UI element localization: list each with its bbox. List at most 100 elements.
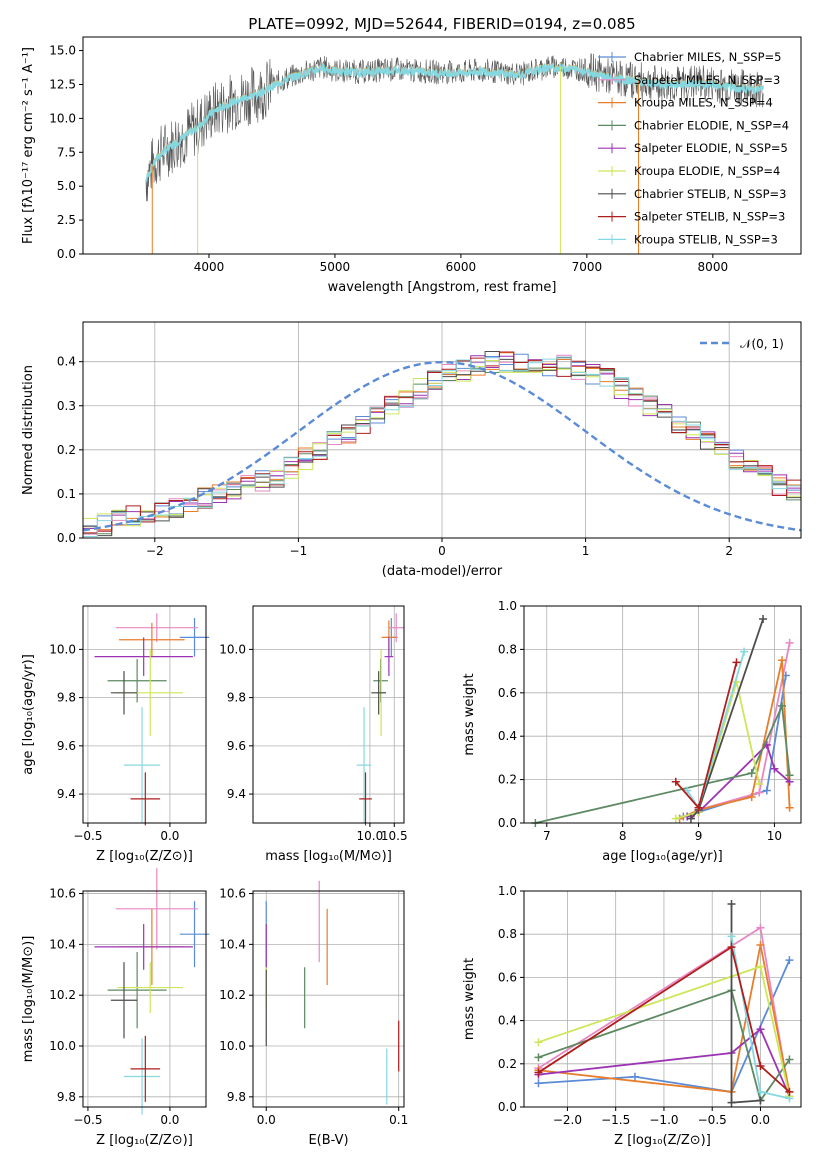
data-point-marker (686, 814, 695, 823)
x-axis-label: wavelength [Angstrom, rest frame] (328, 280, 557, 295)
legend-label: Kroupa STELIB, N_SSP=3 (634, 232, 778, 246)
x-tick-label: 6000 (446, 260, 477, 274)
legend-label: 𝒩(0, 1) (740, 337, 784, 351)
x-tick-label: −0.5 (73, 1113, 102, 1127)
y-tick-label: 9.8 (57, 1090, 76, 1104)
data-point-marker (727, 899, 736, 908)
y-tick-label: 9.6 (57, 739, 76, 753)
mass-weight-series (675, 681, 761, 820)
data-point-marker (534, 1068, 543, 1077)
y-tick-label: 10.4 (49, 937, 76, 951)
x-tick-label: 1 (582, 544, 590, 558)
plot-frame (252, 605, 405, 824)
mass-weight-series (537, 945, 791, 1093)
histogram-series (83, 350, 801, 537)
x-axis-label: Z [log₁₀(Z/Z⊙)] (96, 1133, 193, 1148)
data-point-marker (747, 792, 756, 801)
x-tick-label: −2 (146, 544, 164, 558)
y-tick-label: 10.6 (219, 887, 246, 901)
y-tick-label: 0.2 (57, 443, 76, 457)
data-point-marker (770, 764, 779, 773)
x-tick-label: −1.5 (601, 1113, 630, 1127)
data-point-marker (694, 803, 703, 812)
normal-curve (83, 360, 801, 532)
x-tick-label: 7000 (572, 260, 603, 274)
x-axis-label: (data-model)/error (382, 564, 503, 579)
y-tick-label: 1.0 (498, 884, 517, 898)
data-point-marker (727, 943, 736, 952)
x-axis-label: Z [log₁₀(Z/Z⊙)] (614, 1133, 711, 1148)
y-tick-label: 10.2 (49, 988, 76, 1002)
y-axis-label: Normed distribution (21, 365, 36, 495)
spectrum-group (145, 53, 764, 254)
y-tick-label: 10.0 (49, 642, 76, 656)
legend-label: Chabrier ELODIE, N_SSP=4 (634, 118, 789, 132)
data-point-marker (778, 656, 787, 665)
histogram-series (83, 356, 801, 537)
x-tick-label: 0 (438, 544, 446, 558)
data-point-marker (747, 769, 756, 778)
x-tick-label: 0.0 (257, 1113, 276, 1127)
y-tick-label: 10.0 (219, 642, 246, 656)
y-tick-label: 9.4 (57, 787, 76, 801)
y-tick-label: 9.8 (227, 1090, 246, 1104)
x-tick-label: −0.5 (698, 1113, 727, 1127)
y-axis-label: mass [log₁₀(M/M⊙)] (21, 936, 36, 1063)
y-tick-label: 0.1 (57, 487, 76, 501)
plot-frame (82, 321, 802, 539)
mass-weight-series (690, 618, 764, 820)
y-tick-label: 10.2 (219, 988, 246, 1002)
legend-label: Salpeter ELODIE, N_SSP=5 (634, 141, 788, 155)
data-point-marker (785, 771, 794, 780)
data-point-marker (630, 1072, 639, 1081)
y-tick-label: 0.4 (498, 729, 517, 743)
data-point-marker (759, 615, 768, 624)
y-tick-label: 0.0 (498, 816, 517, 830)
plot-frame (252, 890, 405, 1108)
x-tick-label: 7 (543, 829, 551, 843)
y-tick-label: 15.0 (49, 44, 76, 58)
y-axis-label: Flux [fλ10⁻¹⁷ erg cm⁻² s⁻¹ A⁻¹] (21, 47, 36, 244)
y-tick-label: 0.3 (57, 399, 76, 413)
histogram-series (83, 354, 801, 535)
y-axis-label: mass weight (462, 673, 477, 755)
histogram-series (83, 359, 801, 535)
y-tick-label: 0.8 (498, 642, 517, 656)
chart-title: PLATE=0992, MJD=52644, FIBERID=0194, z=0… (248, 15, 635, 33)
legend-label: Kroupa MILES, N_SSP=4 (634, 96, 773, 110)
y-tick-label: 9.8 (227, 691, 246, 705)
data-point-marker (785, 1055, 794, 1064)
x-axis-label: E(B-V) (308, 1133, 348, 1148)
data-point-marker (534, 1079, 543, 1088)
y-tick-label: 0.4 (57, 355, 76, 369)
histogram-group (83, 350, 801, 537)
data-point-marker (671, 814, 680, 823)
y-tick-label: 2.5 (57, 213, 76, 227)
y-tick-label: 10.0 (49, 1039, 76, 1053)
y-tick-label: 0.0 (57, 531, 76, 545)
x-tick-label: 10.5 (381, 829, 408, 843)
x-tick-label: 0.0 (751, 1113, 770, 1127)
text-layer: 4000 5000 6000 7000 80000.02.55.07.510.012.5… (21, 15, 789, 1148)
x-axis-label: age [log₁₀(age/yr)] (602, 849, 723, 864)
y-tick-label: 1.0 (498, 599, 517, 613)
data-point-marker (727, 932, 736, 941)
x-tick-label: 8000 (698, 260, 729, 274)
y-tick-label: 9.4 (227, 787, 246, 801)
data-point-marker (785, 638, 794, 647)
x-tick-label: 10 (767, 829, 782, 843)
data-point-marker (534, 1053, 543, 1062)
mass-weight-series (686, 651, 745, 810)
x-tick-label: 0.0 (160, 829, 179, 843)
frame-layer (79, 36, 802, 1111)
data-point-marker (756, 923, 765, 932)
x-axis-label: Z [log₁₀(Z/Z⊙)] (96, 849, 193, 864)
x-tick-label: −0.5 (73, 829, 102, 843)
y-tick-label: 0.2 (498, 1057, 517, 1071)
data-point-marker (740, 647, 749, 656)
y-tick-label: 7.5 (57, 145, 76, 159)
y-tick-label: 10.4 (219, 937, 246, 951)
data-point-marker (534, 1038, 543, 1047)
plot-frame (82, 605, 207, 824)
